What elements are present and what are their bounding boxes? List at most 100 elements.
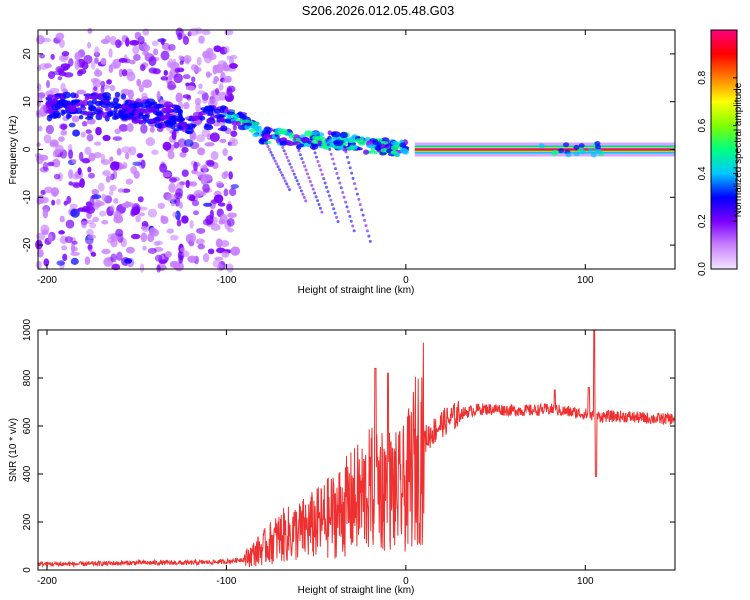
spectrogram-cell	[366, 144, 376, 148]
spectrogram-cell	[168, 71, 174, 81]
snr-y-ticks: 0 200 400 600 800 1000	[22, 318, 675, 573]
spectrogram-cell	[224, 46, 230, 54]
spectrogram-cell	[222, 148, 228, 157]
spectrogram-cell	[52, 150, 59, 158]
spectrogram-cell	[288, 188, 292, 192]
spectrogram-cell	[172, 58, 177, 68]
spectrogram-cell	[87, 234, 97, 239]
spectrogram-cell	[71, 115, 80, 123]
spectrogram-cell	[140, 123, 148, 134]
spectrogram-cell	[115, 39, 122, 49]
spectrogram-cell	[149, 126, 155, 133]
colorbar: 0.0 0.2 0.4 0.6 0.8 Normalized spectral ampl…	[697, 29, 744, 276]
spectrogram-cell	[160, 215, 166, 221]
colorbar-tick-label: 0.2	[697, 214, 708, 228]
spectrogram-cell	[93, 86, 98, 91]
spectrogram-y-ticks: -20 -10 0 10 20	[22, 48, 675, 252]
spectrogram-cell	[364, 224, 368, 228]
spectrogram-cell	[210, 151, 219, 161]
spectrogram-cell	[168, 44, 176, 51]
spectrogram-cell	[291, 169, 295, 173]
figure-title: S206.2026.012.05.48.G03	[302, 3, 455, 18]
spectrogram-cell	[141, 92, 148, 98]
spectrogram-cell	[356, 147, 363, 151]
spectrogram-cell	[87, 166, 92, 173]
spectrogram-cell	[367, 234, 371, 238]
spectrogram-cell	[55, 32, 65, 41]
spectrogram-cell	[297, 149, 301, 153]
spectrogram-cell	[166, 228, 175, 234]
spectrogram-cell	[314, 155, 318, 159]
spectrogram-cell	[100, 159, 111, 165]
spectrogram-cell	[380, 147, 387, 153]
spectrogram-cell	[48, 113, 59, 119]
spectrogram-cell	[105, 175, 111, 183]
spectrogram-cell	[304, 130, 313, 137]
spectrogram-cell	[55, 144, 64, 153]
spectrogram-cell	[130, 233, 141, 240]
spectrogram-cell	[171, 130, 177, 140]
spectrogram-cell	[47, 161, 55, 167]
spectrogram-cell	[65, 219, 75, 229]
spectrogram-cell	[361, 213, 365, 217]
spectrogram-cell	[325, 138, 329, 142]
spectrogram-cell	[163, 70, 169, 76]
spectrogram-cell	[58, 38, 65, 49]
spectrogram-cell	[156, 90, 161, 101]
spectrogram-cell	[299, 189, 303, 193]
spectrogram-cell	[279, 170, 283, 174]
spectrogram-cell	[162, 171, 172, 178]
spectrogram-cell	[211, 198, 219, 205]
spectrogram-cell	[218, 114, 226, 118]
spectrogram-cell	[153, 117, 161, 122]
spectrogram-cell	[50, 187, 60, 197]
spectrogram-cell	[87, 27, 93, 34]
spectrogram-cell	[109, 84, 116, 92]
spectrogram-cell	[204, 123, 209, 127]
spectrogram-cell	[36, 142, 41, 147]
spectrogram-cell	[170, 115, 180, 122]
spectrogram-cell	[124, 100, 129, 106]
spectrogram-cell	[322, 177, 326, 181]
spectrogram-cell	[270, 153, 274, 157]
spectrogram-cell	[578, 143, 585, 149]
spectrogram-cell	[125, 112, 134, 119]
spectrogram-cell	[587, 148, 594, 154]
spectrogram-cell	[320, 210, 324, 214]
spectrogram-cell	[35, 239, 43, 250]
spectrogram-cell	[148, 56, 157, 67]
x-tick-label: -200	[37, 275, 57, 286]
y-tick-label: 10	[22, 96, 33, 108]
spectrogram-cell	[60, 129, 68, 136]
spectrogram-cell	[69, 203, 78, 209]
spectrogram-cell	[64, 236, 73, 244]
spectrogram-cell	[326, 143, 330, 147]
spectrogram-cell	[139, 64, 146, 72]
spectrogram-cell	[200, 176, 207, 185]
spectrogram-cell	[276, 165, 280, 169]
spectrogram-cell	[35, 109, 42, 118]
spectrogram-cell	[58, 230, 65, 235]
spectrogram-cell	[66, 195, 72, 204]
spectrogram-cell	[189, 194, 196, 202]
spectrogram-cell	[85, 239, 94, 245]
spectrogram-cell	[565, 152, 572, 158]
spectrogram-cell	[339, 186, 343, 190]
spectrogram-cell	[125, 68, 134, 77]
spectrogram-cell	[179, 151, 187, 158]
spectrogram-cell	[269, 150, 273, 154]
spectrogram-cell	[51, 104, 61, 111]
spectrogram-cell	[147, 208, 158, 218]
spectrogram-cell	[52, 70, 62, 75]
spectrogram-cell	[121, 69, 128, 77]
spectrogram-cell	[252, 132, 259, 138]
spectrogram-cell	[323, 181, 327, 185]
y-tick-label: 20	[22, 48, 33, 60]
spectrogram-cell	[116, 251, 123, 261]
spectrogram-cell	[130, 165, 138, 175]
spectrogram-cell	[249, 121, 260, 126]
spectrogram-cell	[85, 201, 92, 207]
spectrogram-cell	[222, 78, 229, 83]
spectrogram-cell	[84, 256, 91, 265]
